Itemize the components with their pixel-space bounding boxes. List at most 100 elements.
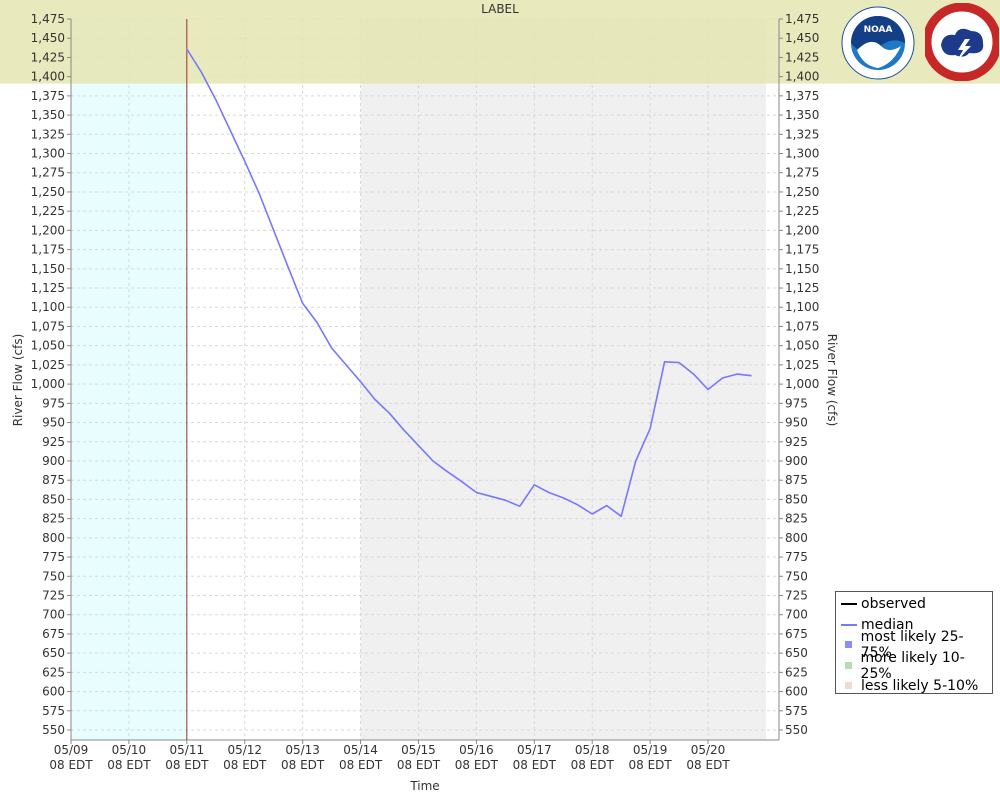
y-tick-label-right: 700 [785,608,808,622]
noaa-logo-text: NOAA [864,25,893,35]
y-tick-label-right: 1,375 [785,89,819,103]
y-tick-label-right: 600 [785,685,808,699]
y-tick-label-left: 725 [42,588,65,602]
y-tick-label-left: 1,000 [31,377,65,391]
x-tick-label-date: 05/13 [285,743,320,757]
y-tick-label-right: 1,200 [785,223,819,237]
x-tick-label-time: 08 EDT [223,758,267,772]
y-tick-label-left: 600 [42,685,65,699]
noaa-logo: NOAA [841,6,915,80]
x-tick-label-time: 08 EDT [165,758,209,772]
y-tick-label-left: 1,425 [31,50,65,64]
nws-logo [925,3,999,81]
y-tick-label-right: 1,125 [785,281,819,295]
y-tick-label-right: 825 [785,512,808,526]
y-tick-label-left: 1,200 [31,223,65,237]
y-tick-label-left: 825 [42,512,65,526]
x-tick-label-time: 08 EDT [281,758,325,772]
y-tick-label-right: 800 [785,531,808,545]
y-tick-label-left: 775 [42,550,65,564]
y-tick-label-left: 1,375 [31,89,65,103]
legend-label-less-likely: less likely 5-10% [861,678,979,695]
legend-swatch-less-likely [841,680,857,692]
y-tick-label-right: 1,325 [785,127,819,141]
x-tick-label-date: 05/17 [517,743,552,757]
x-tick-label-time: 08 EDT [513,758,557,772]
chart-title: LABEL [481,2,519,16]
y-tick-label-right: 850 [785,492,808,506]
x-tick-label-date: 05/12 [227,743,262,757]
y-tick-label-right: 1,100 [785,300,819,314]
x-tick-label-time: 08 EDT [629,758,673,772]
y-tick-label-right: 575 [785,704,808,718]
y-tick-label-left: 1,150 [31,262,65,276]
x-tick-label-time: 08 EDT [686,758,730,772]
x-tick-label-date: 05/15 [401,743,436,757]
y-tick-label-right: 650 [785,646,808,660]
x-tick-label-date: 05/19 [633,743,668,757]
legend-label-median: median [861,616,914,633]
y-tick-label-left: 1,075 [31,319,65,333]
y-tick-label-right: 875 [785,473,808,487]
y-tick-label-right: 1,000 [785,377,819,391]
y-tick-label-right: 675 [785,627,808,641]
y-tick-label-left: 850 [42,492,65,506]
y-tick-label-left: 875 [42,473,65,487]
y-tick-label-left: 1,250 [31,185,65,199]
x-tick-label-time: 08 EDT [107,758,151,772]
y-tick-label-right: 1,450 [785,31,819,45]
legend-label-observed: observed [861,596,926,613]
y-axis-title-left: River Flow (cfs) [11,334,25,427]
y-tick-label-right: 950 [785,416,808,430]
y-tick-label-left: 1,125 [31,281,65,295]
y-tick-label-left: 1,175 [31,243,65,257]
y-tick-label-right: 1,050 [785,339,819,353]
x-tick-label-date: 05/14 [343,743,378,757]
y-tick-label-right: 725 [785,588,808,602]
y-tick-label-left: 700 [42,608,65,622]
y-tick-label-left: 1,050 [31,339,65,353]
legend-label-more-likely: more likely 10-25% [860,649,965,682]
y-tick-label-right: 1,350 [785,108,819,122]
y-tick-label-right: 1,300 [785,147,819,161]
x-tick-label-time: 08 EDT [339,758,383,772]
y-tick-label-left: 1,300 [31,147,65,161]
legend-swatch-most-likely [841,639,857,651]
y-tick-label-left: 1,475 [31,12,65,26]
legend-swatch-median [841,619,857,631]
y-tick-label-right: 900 [785,454,808,468]
legend-swatch-observed [841,598,857,610]
y-tick-label-right: 1,400 [785,70,819,84]
y-tick-label-right: 1,425 [785,50,819,64]
y-axis-title-right: River Flow (cfs) [825,334,839,427]
legend-item-most-likely: most likely 25-75% [836,629,992,661]
y-tick-label-right: 1,150 [785,262,819,276]
y-tick-label-left: 975 [42,396,65,410]
y-tick-label-left: 1,275 [31,166,65,180]
legend-item-more-likely: more likely 10-25% [836,650,992,682]
y-tick-label-right: 775 [785,550,808,564]
legend-item-observed: observed [836,594,992,615]
series-line-median [186,48,752,518]
y-tick-label-left: 675 [42,627,65,641]
legend-item-less-likely: less likely 5-10% [836,676,992,697]
x-tick-label-time: 08 EDT [571,758,615,772]
y-tick-label-right: 925 [785,435,808,449]
y-tick-label-left: 800 [42,531,65,545]
y-tick-label-left: 925 [42,435,65,449]
x-tick-label-time: 08 EDT [49,758,93,772]
y-tick-label-right: 625 [785,665,808,679]
y-tick-label-left: 575 [42,704,65,718]
y-tick-label-left: 1,450 [31,31,65,45]
x-tick-label-time: 08 EDT [397,758,441,772]
y-tick-label-left: 900 [42,454,65,468]
x-axis-title: Time [409,779,439,793]
y-tick-label-right: 1,075 [785,319,819,333]
x-tick-label-date: 05/16 [459,743,494,757]
y-tick-label-left: 1,400 [31,70,65,84]
y-tick-label-left: 1,350 [31,108,65,122]
y-tick-label-left: 750 [42,569,65,583]
region-flood-band [0,0,1000,84]
x-tick-label-date: 05/11 [170,743,205,757]
